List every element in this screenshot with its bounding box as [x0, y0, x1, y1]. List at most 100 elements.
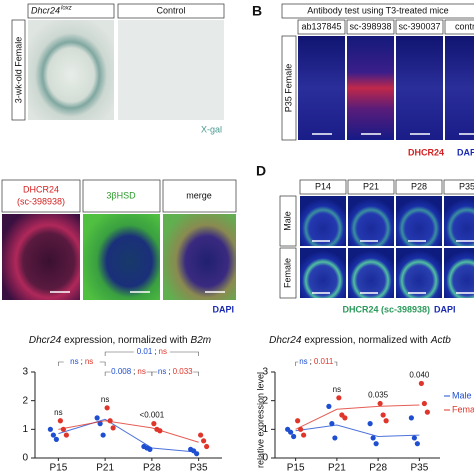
separator: ; [81, 357, 83, 366]
separator: ; [310, 357, 312, 366]
comparison: 0.008; ns [111, 367, 146, 376]
panel-a: Dhcr24 loxz Control 3-wk-old Female X-ga… [11, 3, 225, 134]
data-point [201, 438, 207, 444]
micrograph [445, 36, 474, 140]
y-tick-label: 3 [22, 367, 28, 378]
separator: ; [154, 347, 156, 356]
x-tick-label: P35 [410, 463, 428, 474]
data-point [380, 412, 386, 418]
micrograph [300, 196, 346, 246]
micrograph [28, 20, 114, 120]
data-point [301, 432, 307, 438]
bracket-bg [63, 358, 100, 366]
row-label: Female [282, 258, 292, 288]
label-box [444, 19, 474, 35]
bracket-bg [133, 348, 170, 356]
label-box [347, 179, 395, 195]
label-box [11, 19, 26, 121]
control-label: Control [156, 5, 185, 15]
annotation: ns [54, 408, 62, 417]
y-tick-label: 3 [262, 367, 268, 378]
data-point [94, 415, 100, 421]
y-tick-label: 1 [262, 424, 268, 435]
data-point [411, 435, 417, 441]
annotation: ns [333, 385, 341, 394]
data-point [329, 421, 335, 427]
comparison-male: 0.008 [111, 367, 132, 376]
micrograph [300, 248, 346, 298]
micrograph [444, 248, 474, 298]
data-point [367, 421, 373, 427]
x-tick-label: P28 [143, 463, 161, 474]
data-point [370, 435, 376, 441]
data-point [147, 446, 153, 452]
y-tick-label: 2 [22, 395, 28, 406]
mean-line [295, 424, 420, 438]
data-point [100, 432, 106, 438]
micrograph [396, 248, 442, 298]
comparison: ns; 0.033 [158, 367, 193, 376]
comparison: ns; ns [70, 357, 93, 366]
column-label: (sc-398938) [17, 196, 65, 206]
comparison-female: ns [159, 347, 167, 356]
column-label: control [455, 21, 474, 31]
panel-b: B Antibody test using T3-treated mice ab… [252, 3, 474, 157]
panel-letter: D [256, 163, 266, 179]
micrograph [396, 196, 442, 246]
data-point [151, 421, 157, 427]
panel-c: DHCR24 (sc-398938) 3βHSD merge DAPI [1, 179, 237, 314]
label-box [299, 179, 347, 195]
data-point [421, 400, 427, 407]
mean-line [58, 418, 199, 453]
x-tick-label: P21 [96, 463, 114, 474]
label-box [279, 247, 297, 299]
x-tick-label: P15 [49, 463, 67, 474]
x-tick-label: P21 [328, 463, 346, 474]
label-box [297, 19, 346, 35]
micrograph [444, 196, 474, 246]
panel-d: D P14 P21 P28 P35 Male Female DHCR24 (sc-3989… [256, 163, 474, 314]
comparison-female: ns [85, 357, 93, 366]
separator: ; [133, 367, 135, 376]
data-point [295, 418, 301, 424]
data-point [298, 426, 304, 432]
data-point [288, 429, 294, 435]
label-box [162, 179, 237, 213]
stain-green: DHCR24 (sc-398938) [342, 304, 430, 314]
data-point [50, 432, 56, 438]
column-label: DHCR24 [23, 184, 59, 194]
y-axis-label: relative expression level [255, 372, 265, 468]
y-tick-label: 2 [262, 395, 268, 406]
data-point [198, 432, 204, 438]
title-part: expression, normalized with [304, 335, 427, 346]
row-label: P35 Female [283, 64, 293, 113]
mean-line [295, 404, 420, 430]
annotation: 0.040 [409, 371, 430, 380]
bracket-bg [110, 368, 147, 376]
column-label: P14 [315, 181, 331, 191]
column-label: P28 [411, 181, 427, 191]
title-part: expression, normalized with [64, 335, 187, 346]
annotation: <0.001 [140, 411, 165, 420]
gene-superscript: loxz [61, 6, 72, 12]
data-point [53, 436, 59, 442]
column-label: sc-398938 [349, 21, 391, 31]
stain-label: X-gal [201, 124, 222, 134]
comparison-female: 0.033 [173, 367, 194, 376]
data-point [107, 418, 113, 424]
mean-line [58, 420, 199, 443]
x-tick-label: P35 [190, 463, 208, 474]
data-point [47, 426, 53, 432]
data-point [110, 425, 116, 431]
y-tick-label: 0 [22, 453, 28, 464]
data-point [63, 432, 69, 438]
charts: Dhcr24 expression, normalized with B2m0123… [22, 335, 474, 474]
column-label: P35 [459, 181, 474, 191]
column-label: merge [186, 190, 212, 200]
data-point [342, 415, 348, 421]
data-point [424, 409, 430, 415]
label-box [395, 19, 444, 35]
header: Antibody test using T3-treated mice [307, 5, 448, 15]
micrograph [347, 36, 394, 140]
